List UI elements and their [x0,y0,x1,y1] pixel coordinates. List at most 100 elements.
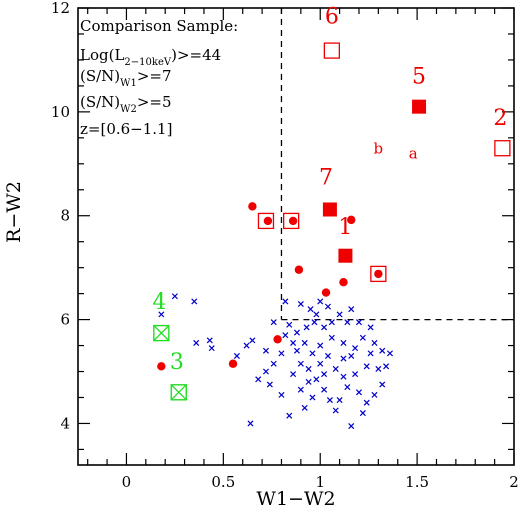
y-tick-label: 12 [51,0,70,17]
cross-point [270,319,277,326]
cross-point [371,391,378,398]
boxed-x-cross [170,384,187,401]
y-axis-title: R−W2 [3,181,25,243]
cross-point [386,350,394,357]
cross-point [191,298,198,305]
boxed-x-box [170,384,187,401]
cross-point [297,360,304,367]
open-square-point [283,212,300,230]
cross-point [305,378,312,385]
cross-point [278,391,285,398]
selection-region [280,8,514,321]
cross-point [344,319,351,326]
cross-point [379,381,386,388]
cross-point [363,363,370,370]
annotation-label: 1 [338,215,352,240]
cross-point [355,319,363,326]
cross-point [247,420,254,427]
annotation-label: 5 [412,64,426,89]
circle-point [321,288,331,297]
circle-point [263,216,273,226]
cross-point [282,332,289,339]
boxed-x-box [153,324,170,342]
annotation-label: b [374,139,384,157]
cross-point [266,381,273,388]
cross-point [293,329,300,336]
cross-point [348,352,355,359]
cross-point [158,311,165,318]
cross-point [243,342,250,349]
y-tick-label: 4 [60,414,70,432]
cross-point [324,303,331,310]
cross-point [375,365,382,372]
cross-point [309,350,316,357]
cross-point [383,363,390,370]
cross-point [336,311,343,318]
cross-point [193,339,200,346]
cross-point [340,339,347,346]
annotation-label: 3 [170,350,184,375]
open-square-point [323,42,340,59]
cross-point [363,399,370,406]
cross-point [317,298,324,305]
circle-point [339,278,348,287]
cross-point [301,339,308,346]
cross-point [297,386,304,393]
cross-point [359,410,366,417]
cross-point [286,412,293,419]
cross-point [328,319,335,326]
cross-point [352,371,359,378]
annotation-label: 4 [152,290,166,315]
cross-point [290,339,297,346]
x-tick-label: 0 [122,473,132,491]
cross-point [352,345,359,352]
cross-point [290,371,297,378]
circle-point [248,202,257,211]
circle-point [347,215,356,225]
circle-point [288,216,298,226]
x-tick-label: 0.5 [211,473,235,491]
filled-square-point [338,248,353,263]
cross-point [206,337,213,344]
cross-point [311,319,318,326]
cross-point [348,306,355,313]
x-tick-label: 1.5 [405,473,429,491]
y-tick-label: 8 [60,207,70,225]
cross-point [321,371,328,378]
circle-point [294,265,304,274]
cross-point [371,339,378,346]
point-annotations: 6 5 2 b a 71 4 3 [152,5,507,375]
cross-point [313,311,320,318]
cross-point [286,321,293,328]
cross-point [317,360,324,367]
x-tick-label: 1 [315,473,325,491]
cross-point [340,355,347,362]
legend-box: Comparison Sample: Log(L2−10keV)>=44 (S/… [80,17,238,138]
cross-point [233,352,240,359]
cross-point [379,347,386,354]
cross-point [262,368,269,375]
legend-line-3-main: (S/N) [80,67,120,85]
cross-point [262,347,269,354]
legend-line-2-main: Log(L [80,46,124,64]
cross-point [171,293,178,300]
legend-line-2: Log(L2−10keV)>=44 [80,46,221,68]
plot-frame [77,7,515,466]
boxed-x-cross [153,325,170,342]
open-square-point [494,140,511,157]
legend-line-3-sub: W1 [120,78,137,89]
x-tick-label: 2 [509,473,519,491]
cross-point [332,365,339,372]
cross-point [348,423,355,430]
cross-point [317,342,324,349]
circle-point [157,362,166,371]
legend-line-4: (S/N)W2>=5 [80,93,172,115]
cross-point [340,373,347,380]
cross-point [336,397,343,404]
cross-point [307,306,314,313]
cross-point [208,345,215,352]
annotation-label: 7 [319,166,333,191]
filled-square-point [322,202,337,217]
